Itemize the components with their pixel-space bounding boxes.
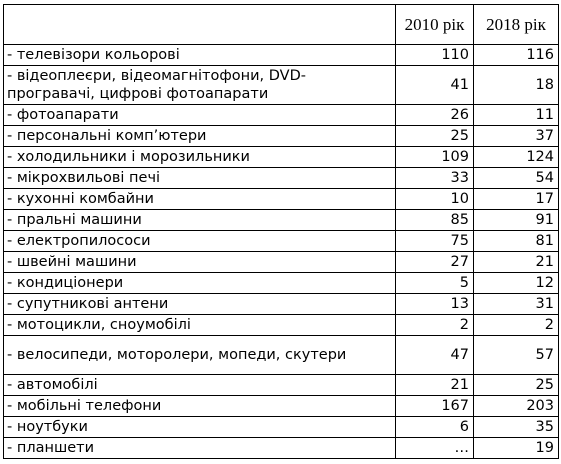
table-row: - персональні комп’ютери 25 37 [3,125,559,147]
row-label: - ноутбуки [3,416,396,438]
header-label-cell [3,4,396,45]
table-row: - фотоапарати 26 11 [3,104,559,126]
table-row: - холодильники і морозильники 109 124 [3,146,559,168]
value-2010: 2 [395,314,474,336]
value-2018: 37 [473,125,559,147]
table-row: - мобільні телефони 167 203 [3,395,559,417]
row-label: - автомобілі [3,374,396,396]
value-2010: 33 [395,167,474,189]
value-2018: 31 [473,293,559,315]
durables-table: 2010 рік 2018 рік - телевізори кольорові… [3,4,559,459]
value-2010: 26 [395,104,474,126]
row-label: - кондиціонери [3,272,396,294]
value-2018: 19 [473,437,559,459]
header-row: 2010 рік 2018 рік [3,4,559,45]
row-label: - кухонні комбайни [3,188,396,210]
table-row: - планшети … 19 [3,437,559,459]
value-2010: … [395,437,474,459]
value-2010: 13 [395,293,474,315]
value-2010: 47 [395,335,474,375]
row-label: - електропилососи [3,230,396,252]
value-2010: 85 [395,209,474,231]
table-row: - ноутбуки 6 35 [3,416,559,438]
value-2018: 11 [473,104,559,126]
value-2018: 116 [473,44,559,66]
value-2018: 91 [473,209,559,231]
value-2010: 10 [395,188,474,210]
value-2010: 167 [395,395,474,417]
value-2010: 5 [395,272,474,294]
table-row: - електропилососи 75 81 [3,230,559,252]
value-2010: 75 [395,230,474,252]
table-row: - велосипеди, моторолери, мопеди, скутер… [3,335,559,375]
table-row: - швейні машини 27 21 [3,251,559,273]
row-label: - фотоапарати [3,104,396,126]
row-label: - велосипеди, моторолери, мопеди, скутер… [3,335,396,375]
value-2018: 124 [473,146,559,168]
table-row: - мотоцикли, сноумобілі 2 2 [3,314,559,336]
value-2018: 18 [473,65,559,105]
row-label: - швейні машини [3,251,396,273]
row-label: - пральні машини [3,209,396,231]
value-2018: 21 [473,251,559,273]
value-2018: 25 [473,374,559,396]
table-row: - кухонні комбайни 10 17 [3,188,559,210]
table-row: - автомобілі 21 25 [3,374,559,396]
row-label: - персональні комп’ютери [3,125,396,147]
table-row: - пральні машини 85 91 [3,209,559,231]
value-2010: 110 [395,44,474,66]
row-label: - мікрохвильові печі [3,167,396,189]
value-2018: 54 [473,167,559,189]
value-2010: 21 [395,374,474,396]
header-2010: 2010 рік [395,4,474,45]
row-label: - планшети [3,437,396,459]
table-row: - телевізори кольорові 110 116 [3,44,559,66]
value-2018: 35 [473,416,559,438]
row-label: - телевізори кольорові [3,44,396,66]
table-row: - кондиціонери 5 12 [3,272,559,294]
row-label: - супутникові антени [3,293,396,315]
table-row: - відеоплеєри, відеомагнітофони, DVD-про… [3,65,559,105]
value-2010: 27 [395,251,474,273]
row-label: - мобільні телефони [3,395,396,417]
value-2018: 57 [473,335,559,375]
table-row: - супутникові антени 13 31 [3,293,559,315]
value-2018: 2 [473,314,559,336]
table-row: - мікрохвильові печі 33 54 [3,167,559,189]
value-2010: 6 [395,416,474,438]
value-2018: 17 [473,188,559,210]
value-2018: 81 [473,230,559,252]
row-label: - мотоцикли, сноумобілі [3,314,396,336]
value-2010: 109 [395,146,474,168]
row-label: - відеоплеєри, відеомагнітофони, DVD-про… [3,65,396,105]
value-2010: 25 [395,125,474,147]
row-label: - холодильники і морозильники [3,146,396,168]
value-2018: 203 [473,395,559,417]
value-2018: 12 [473,272,559,294]
value-2010: 41 [395,65,474,105]
header-2018: 2018 рік [473,4,559,45]
